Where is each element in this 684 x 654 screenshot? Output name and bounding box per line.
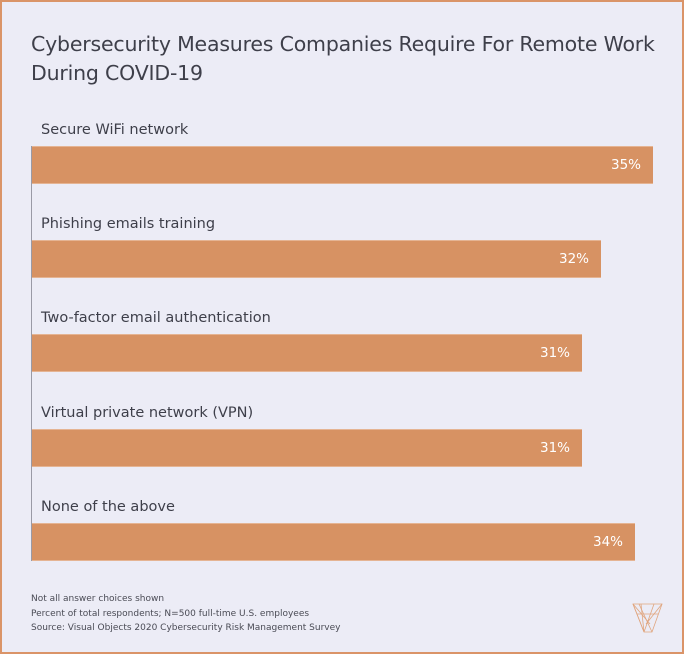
bar: 35%	[32, 146, 653, 184]
bar-value-label: 34%	[592, 534, 623, 550]
bar-row: Virtual private network (VPN) 31%	[0, 403, 684, 493]
bar-row: Two-factor email authentication 31%	[0, 308, 684, 398]
visual-objects-logo-icon	[632, 602, 664, 634]
y-axis-line	[31, 146, 32, 561]
bar: 34%	[32, 523, 635, 561]
bar-label: Secure WiFi network	[41, 122, 189, 138]
bar: 31%	[32, 429, 582, 467]
bar-value-label: 31%	[539, 345, 570, 361]
bar-label: Two-factor email authentication	[41, 310, 271, 326]
note-source: Source: Visual Objects 2020 Cybersecurit…	[31, 623, 341, 633]
chart-title: Cybersecurity Measures Companies Require…	[31, 32, 655, 85]
bar-row: Secure WiFi network 35%	[0, 120, 684, 210]
bar: 32%	[32, 240, 601, 278]
note-respondents: Percent of total respondents; N=500 full…	[31, 608, 310, 619]
bar-label: Virtual private network (VPN)	[41, 405, 254, 421]
bar: 31%	[32, 334, 582, 372]
bar-row: None of the above 34%	[0, 497, 684, 587]
note-answer-choices: Not all answer choices shown	[31, 594, 165, 604]
bar-label: None of the above	[41, 499, 175, 515]
bar-value-label: 31%	[539, 440, 570, 456]
bar-row: Phishing emails training 32%	[0, 214, 684, 304]
chart-notes: Not all answer choices shown Percent of …	[31, 592, 341, 636]
bar-value-label: 32%	[558, 251, 589, 267]
bar-value-label: 35%	[610, 157, 641, 173]
bar-label: Phishing emails training	[41, 216, 216, 232]
